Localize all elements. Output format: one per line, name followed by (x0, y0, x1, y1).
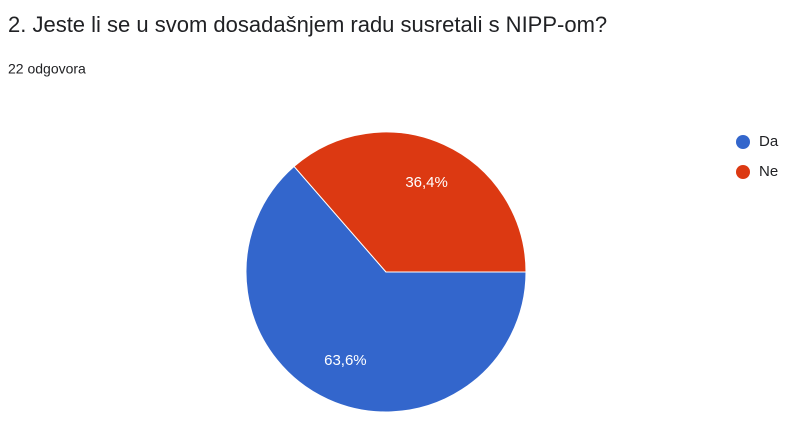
data-label: 63,6% (324, 352, 367, 369)
chart-title: 2. Jeste li se u svom dosadašnjem radu s… (8, 12, 607, 37)
pie-slice (245, 165, 527, 413)
legend-swatch (736, 165, 750, 179)
legend-label: Ne (759, 163, 778, 180)
legend-swatch (736, 135, 750, 149)
chart-subtitle: 22 odgovora (8, 61, 86, 77)
data-label: 36,4% (405, 174, 448, 191)
pie-slice (293, 131, 527, 273)
legend-label: Da (759, 133, 779, 150)
